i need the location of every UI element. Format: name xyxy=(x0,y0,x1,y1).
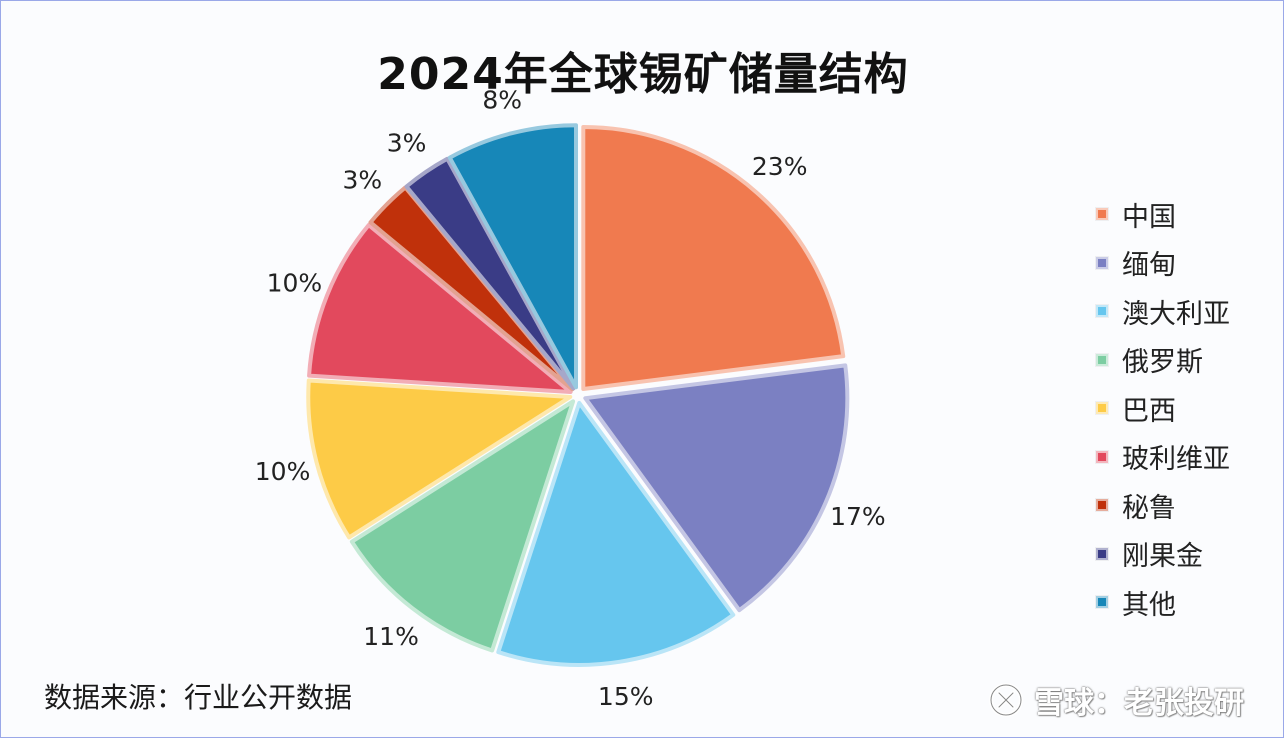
legend-swatch xyxy=(1095,255,1109,270)
legend-item-1: 中国 xyxy=(1095,190,1230,239)
legend-item-6: 玻利维亚 xyxy=(1095,433,1230,482)
legend-swatch xyxy=(1095,595,1109,610)
data-label-6: 10% xyxy=(267,269,323,298)
legend-swatch xyxy=(1095,449,1109,464)
data-label-8: 3% xyxy=(387,129,427,158)
legend-item-4: 俄罗斯 xyxy=(1095,336,1230,385)
watermark: 雪球：老张投研 xyxy=(988,678,1244,722)
legend-label: 巴西 xyxy=(1122,395,1176,427)
data-label-3: 15% xyxy=(598,682,654,711)
legend-label: 俄罗斯 xyxy=(1122,347,1203,379)
legend-label: 中国 xyxy=(1122,201,1176,233)
legend-label: 玻利维亚 xyxy=(1122,444,1230,476)
pie-slice-4 xyxy=(349,399,576,653)
pie-slice-2 xyxy=(583,363,850,613)
pie-slice-8 xyxy=(404,156,576,391)
xueqiu-logo-icon xyxy=(989,683,1023,717)
pie-slice-5 xyxy=(306,378,573,540)
legend-swatch xyxy=(1095,401,1109,416)
chart-title: 2024年全球锡矿储量结构 xyxy=(377,49,909,100)
legend-label: 刚果金 xyxy=(1122,541,1203,573)
pie-slice-9 xyxy=(447,123,579,390)
legend-label: 其他 xyxy=(1122,589,1176,621)
data-label-2: 17% xyxy=(830,502,886,531)
legend-item-2: 缅甸 xyxy=(1095,239,1230,288)
legend-item-3: 澳大利亚 xyxy=(1095,287,1230,336)
data-label-5: 10% xyxy=(255,457,311,486)
pie-slice-1 xyxy=(581,124,846,391)
pie-slice-3 xyxy=(496,400,736,667)
legend-swatch xyxy=(1095,207,1109,222)
legend-label: 缅甸 xyxy=(1122,250,1176,282)
data-label-9: 8% xyxy=(482,86,522,115)
legend-swatch xyxy=(1095,352,1109,367)
legend-item-5: 巴西 xyxy=(1095,384,1230,433)
legend-item-8: 刚果金 xyxy=(1095,530,1230,579)
legend-swatch xyxy=(1095,546,1109,561)
legend-swatch xyxy=(1095,304,1109,319)
source-note: 数据来源：行业公开数据 xyxy=(44,681,353,714)
legend-swatch xyxy=(1095,498,1109,513)
legend-label: 澳大利亚 xyxy=(1122,298,1230,330)
legend-label: 秘鲁 xyxy=(1122,492,1176,524)
legend-item-7: 秘鲁 xyxy=(1095,481,1230,530)
watermark-text: 雪球：老张投研 xyxy=(1034,686,1244,721)
pie-slice-6 xyxy=(307,223,573,395)
data-label-7: 3% xyxy=(342,165,382,194)
data-label-1: 23% xyxy=(752,152,808,181)
data-label-4: 11% xyxy=(363,622,419,651)
legend-item-9: 其他 xyxy=(1095,578,1230,627)
legend: 中国缅甸澳大利亚俄罗斯巴西玻利维亚秘鲁刚果金其他 xyxy=(1095,190,1230,627)
